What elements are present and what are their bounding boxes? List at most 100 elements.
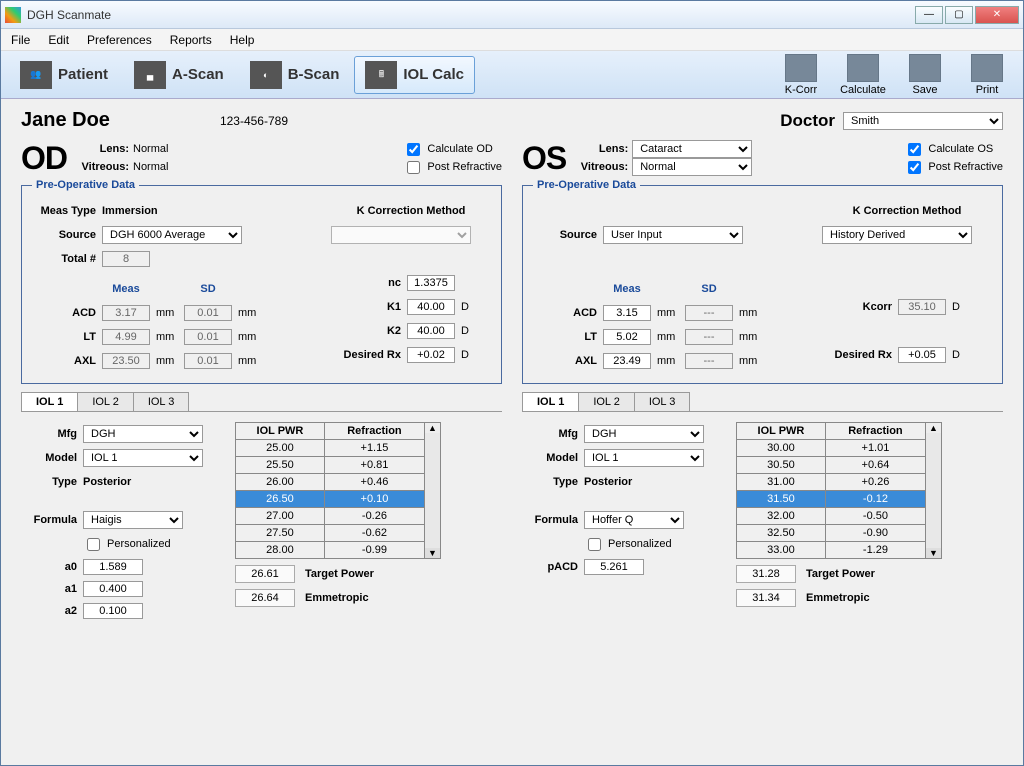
table-row[interactable]: 30.50+0.64: [737, 457, 926, 474]
od-post-check[interactable]: Post Refractive: [403, 158, 502, 176]
table-row[interactable]: 32.50-0.90: [737, 525, 926, 542]
od-formula-select[interactable]: Haigis: [83, 511, 183, 529]
table-row[interactable]: 27.00-0.26: [236, 508, 425, 525]
od-k2[interactable]: [407, 323, 455, 339]
action-save[interactable]: Save: [897, 54, 953, 96]
table-row[interactable]: 31.50-0.12: [737, 491, 926, 508]
action-print[interactable]: Print: [959, 54, 1015, 96]
od-a0[interactable]: [83, 559, 143, 575]
os-post-check[interactable]: Post Refractive: [904, 158, 1003, 176]
os-mfg-label: Mfg: [522, 428, 578, 440]
od-tabs-2[interactable]: IOL 3: [133, 392, 190, 411]
od-calc-check[interactable]: Calculate OD: [403, 140, 502, 158]
os-kcorrval-label: Kcorr: [822, 301, 892, 313]
od-a2[interactable]: [83, 603, 143, 619]
table-row[interactable]: 25.00+1.15: [236, 440, 425, 457]
os-axl[interactable]: [603, 353, 651, 369]
doctor-label: Doctor: [780, 111, 835, 131]
os-pacd[interactable]: [584, 559, 644, 575]
od-source-select[interactable]: DGH 6000 Average: [102, 226, 242, 244]
od-scrollbar[interactable]: ▲▼: [425, 422, 441, 559]
od-target-power: 26.61: [235, 565, 295, 583]
od-model-select[interactable]: IOL 1: [83, 449, 203, 467]
od-tabs-0[interactable]: IOL 1: [21, 392, 78, 411]
menu-file[interactable]: File: [11, 33, 30, 47]
os-kcorr-select[interactable]: History Derived: [822, 226, 972, 244]
os-vitreous-select[interactable]: Normal: [632, 158, 752, 176]
od-mfg-select[interactable]: DGH: [83, 425, 203, 443]
od-lens-value: Normal: [133, 143, 168, 155]
od-nc[interactable]: [407, 275, 455, 291]
tool-tab-patient[interactable]: 👥Patient: [9, 56, 119, 94]
os-tabs-0[interactable]: IOL 1: [522, 392, 579, 411]
table-row[interactable]: 27.50-0.62: [236, 525, 425, 542]
od-type-label: Type: [21, 476, 77, 488]
table-row[interactable]: 31.00+0.26: [737, 474, 926, 491]
os-emmetropic-label: Emmetropic: [806, 592, 870, 604]
minimize-button[interactable]: —: [915, 6, 943, 24]
os-kcorr-label: K Correction Method: [853, 205, 962, 217]
close-button[interactable]: ✕: [975, 6, 1019, 24]
os-lens-select[interactable]: Cataract: [632, 140, 752, 158]
table-row[interactable]: 32.00-0.50: [737, 508, 926, 525]
os-lt-sd: [685, 329, 733, 345]
table-row[interactable]: 25.50+0.81: [236, 457, 425, 474]
app-window: DGH Scanmate — ▢ ✕ FileEditPreferencesRe…: [0, 0, 1024, 766]
os-source-select[interactable]: User Input: [603, 226, 743, 244]
os-power-table[interactable]: IOL PWRRefraction30.00+1.0130.50+0.6431.…: [736, 422, 926, 559]
action-kcorr[interactable]: K-Corr: [773, 54, 829, 96]
os-acd[interactable]: [603, 305, 651, 321]
os-pacd-label: pACD: [522, 561, 578, 573]
table-row[interactable]: 30.00+1.01: [737, 440, 926, 457]
os-tabs-1[interactable]: IOL 2: [578, 392, 635, 411]
os-lt[interactable]: [603, 329, 651, 345]
os-scrollbar[interactable]: ▲▼: [926, 422, 942, 559]
od-a1[interactable]: [83, 581, 143, 597]
menu-edit[interactable]: Edit: [48, 33, 69, 47]
os-formula-select[interactable]: Hoffer Q: [584, 511, 684, 529]
action-calculate[interactable]: Calculate: [835, 54, 891, 96]
menu-reports[interactable]: Reports: [170, 33, 212, 47]
os-model-select[interactable]: IOL 1: [584, 449, 704, 467]
tool-tab-ascan[interactable]: ▄A-Scan: [123, 56, 235, 94]
os-calc-check[interactable]: Calculate OS: [904, 140, 1003, 158]
od-nc-label: nc: [331, 277, 401, 289]
table-row[interactable]: 26.00+0.46: [236, 474, 425, 491]
od-axl: [102, 353, 150, 369]
os-mfg-select[interactable]: DGH: [584, 425, 704, 443]
table-row[interactable]: 28.00-0.99: [236, 542, 425, 559]
menu-help[interactable]: Help: [230, 33, 255, 47]
os-panel: OS Lens:Cataract Vitreous:Normal Calcula…: [522, 140, 1003, 755]
iolcalc-icon: 🖩: [365, 61, 397, 89]
maximize-button[interactable]: ▢: [945, 6, 973, 24]
table-row[interactable]: 33.00-1.29: [737, 542, 926, 559]
os-personalized-check[interactable]: Personalized: [584, 535, 672, 554]
doctor-select[interactable]: Smith: [843, 112, 1003, 130]
od-tabs-1[interactable]: IOL 2: [77, 392, 134, 411]
od-vitreous-label: Vitreous:: [77, 161, 129, 173]
os-formula-label: Formula: [522, 514, 578, 526]
os-axl-sd: [685, 353, 733, 369]
od-type-value: Posterior: [83, 476, 131, 488]
od-personalized-check[interactable]: Personalized: [83, 535, 171, 554]
od-panel: OD Lens:Normal Vitreous:Normal Calculate…: [21, 140, 502, 755]
od-drx[interactable]: [407, 347, 455, 363]
od-k1-label: K1: [331, 301, 401, 313]
menu-preferences[interactable]: Preferences: [87, 33, 152, 47]
table-row[interactable]: 26.50+0.10: [236, 491, 425, 508]
od-drx-label: Desired Rx: [331, 349, 401, 361]
os-preop-legend: Pre-Operative Data: [533, 179, 640, 191]
kcorr-icon: [785, 54, 817, 82]
od-preop-legend: Pre-Operative Data: [32, 179, 139, 191]
od-power-table[interactable]: IOL PWRRefraction25.00+1.1525.50+0.8126.…: [235, 422, 425, 559]
os-tabs-2[interactable]: IOL 3: [634, 392, 691, 411]
od-lens-label: Lens:: [77, 143, 129, 155]
od-total-label: Total #: [32, 253, 96, 265]
od-total-value: [102, 251, 150, 267]
os-drx[interactable]: [898, 347, 946, 363]
od-kcorr-select: [331, 226, 471, 244]
tool-tab-bscan[interactable]: ◐B-Scan: [239, 56, 351, 94]
od-a2-label: a2: [21, 605, 77, 617]
tool-tab-iolcalc[interactable]: 🖩IOL Calc: [354, 56, 475, 94]
od-k1[interactable]: [407, 299, 455, 315]
